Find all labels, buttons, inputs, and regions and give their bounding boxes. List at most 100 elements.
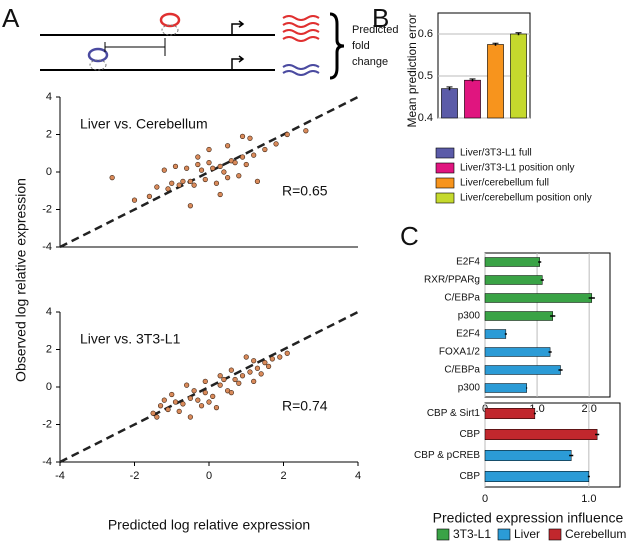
y-tick-label: 2 bbox=[46, 128, 52, 140]
reference-line bbox=[59, 95, 359, 249]
diagram-label: fold bbox=[352, 40, 370, 52]
point bbox=[217, 191, 223, 198]
x-tick-label: -4 bbox=[55, 470, 65, 482]
point bbox=[269, 356, 275, 362]
point bbox=[195, 161, 201, 168]
point bbox=[180, 178, 186, 184]
point bbox=[239, 154, 246, 160]
x-axis-label: Predicted log relative expression bbox=[108, 517, 310, 533]
y-tick-label: CBP bbox=[459, 429, 480, 440]
point bbox=[169, 391, 175, 398]
legend-swatch bbox=[497, 528, 511, 541]
point bbox=[262, 146, 268, 153]
point bbox=[187, 203, 193, 209]
diagram-label: change bbox=[352, 56, 388, 68]
tss-arrow bbox=[231, 55, 245, 70]
legend-label: 3T3-L1 bbox=[453, 527, 491, 541]
bar bbox=[484, 471, 590, 482]
point bbox=[202, 176, 208, 183]
bar bbox=[484, 450, 572, 461]
legend-swatch bbox=[435, 147, 455, 159]
point bbox=[172, 163, 179, 169]
x-tick-label: 2 bbox=[280, 470, 286, 482]
point bbox=[157, 403, 164, 409]
point bbox=[109, 175, 115, 181]
y-tick-label: 0.6 bbox=[418, 28, 433, 40]
factor bbox=[89, 59, 107, 71]
legend-label: Liver/cerebellum position only bbox=[460, 193, 592, 204]
legend-label: Liver/3T3-L1 position only bbox=[460, 163, 575, 174]
point bbox=[228, 367, 234, 373]
point bbox=[232, 160, 238, 166]
point bbox=[254, 365, 261, 371]
y-tick-label: CBP bbox=[459, 471, 480, 482]
point bbox=[277, 354, 283, 360]
point bbox=[161, 167, 167, 173]
y-tick-label: 4 bbox=[46, 91, 52, 103]
factor bbox=[87, 47, 109, 63]
legend-swatch bbox=[435, 192, 455, 204]
panel-label: B bbox=[372, 3, 389, 33]
point bbox=[195, 154, 201, 160]
tss-arrow bbox=[231, 20, 245, 35]
point bbox=[206, 160, 212, 166]
point bbox=[184, 382, 190, 388]
legend-swatch bbox=[436, 528, 450, 541]
y-tick-label: RXR/PPARg bbox=[424, 275, 480, 286]
point bbox=[243, 161, 249, 168]
legend-swatch bbox=[435, 177, 455, 189]
point bbox=[154, 184, 160, 190]
point bbox=[172, 399, 179, 405]
y-axis-label: Mean prediction error bbox=[405, 13, 419, 127]
y-tick-label: C/EBPa bbox=[444, 365, 480, 376]
point bbox=[195, 397, 201, 403]
legend-label: Liver bbox=[514, 527, 540, 541]
point bbox=[206, 146, 212, 153]
point bbox=[247, 135, 253, 141]
y-tick-label: E2F4 bbox=[456, 257, 480, 268]
x-tick-label: 0 bbox=[206, 470, 212, 482]
point bbox=[284, 131, 290, 138]
bar bbox=[484, 365, 561, 375]
point bbox=[221, 376, 227, 383]
y-tick-label: -4 bbox=[42, 241, 52, 253]
diagram-label: Predicted bbox=[352, 24, 398, 36]
bar bbox=[484, 408, 536, 419]
point bbox=[150, 410, 156, 416]
factor bbox=[161, 24, 179, 36]
x-tick-label: 4 bbox=[355, 470, 361, 482]
point bbox=[184, 165, 190, 171]
bar bbox=[484, 347, 551, 357]
point bbox=[213, 180, 220, 186]
legend-label: Liver/3T3-L1 full bbox=[460, 148, 532, 159]
point bbox=[198, 403, 205, 409]
point bbox=[251, 358, 257, 364]
point bbox=[251, 378, 257, 384]
point bbox=[161, 397, 167, 403]
point bbox=[213, 405, 220, 411]
point bbox=[217, 373, 223, 379]
point bbox=[273, 141, 279, 147]
point bbox=[217, 382, 223, 388]
point bbox=[251, 152, 257, 158]
x-tick-label: 1.0 bbox=[581, 493, 596, 505]
y-tick-label: 2 bbox=[46, 343, 52, 355]
bar bbox=[484, 275, 543, 285]
point bbox=[236, 173, 242, 179]
point bbox=[198, 167, 205, 173]
bar bbox=[484, 293, 593, 303]
legend-swatch bbox=[435, 162, 455, 174]
transcripts bbox=[282, 15, 320, 42]
y-tick-label: -2 bbox=[42, 203, 52, 215]
x-axis-label: Predicted expression influence bbox=[433, 510, 624, 526]
y-tick-label: 0 bbox=[46, 166, 52, 178]
point bbox=[266, 363, 272, 369]
point bbox=[187, 178, 193, 184]
point bbox=[303, 128, 309, 134]
legend-label: Liver/cerebellum full bbox=[460, 178, 549, 189]
point bbox=[202, 378, 208, 384]
point bbox=[191, 388, 197, 394]
x-tick-label: -2 bbox=[130, 470, 140, 482]
y-tick-label: p300 bbox=[458, 383, 481, 394]
